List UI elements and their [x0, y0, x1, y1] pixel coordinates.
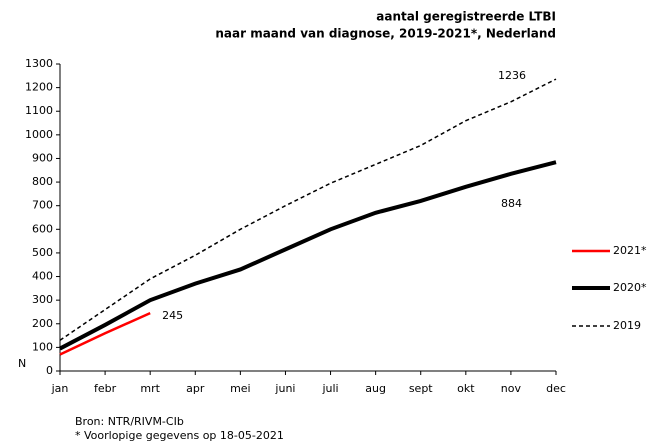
line-series	[59, 312, 151, 356]
chart-title: aantal geregistreerde LTBI	[376, 10, 556, 24]
y-tick-label: 0	[46, 364, 53, 377]
x-tick-label: nov	[501, 382, 522, 395]
x-tick-label: okt	[457, 382, 475, 395]
y-tick-label: 600	[32, 222, 53, 235]
legend-label: 2021*	[613, 244, 647, 257]
x-tick-label: mei	[230, 382, 251, 395]
x-tick-label: apr	[186, 382, 205, 395]
chart-title: naar maand van diagnose, 2019-2021*, Ned…	[215, 27, 556, 41]
y-tick-label: 300	[32, 293, 53, 306]
line-series	[59, 78, 557, 341]
value-label: 884	[501, 197, 522, 210]
x-tick-label: juni	[274, 382, 295, 395]
y-tick-label: 200	[32, 317, 53, 330]
legend-label: 2020*	[613, 281, 647, 294]
y-tick-label: 1100	[25, 104, 53, 117]
y-tick-label: 1200	[25, 81, 53, 94]
x-tick-label: jan	[51, 382, 69, 395]
y-tick-label: 1300	[25, 57, 53, 70]
y-tick-label: 400	[32, 270, 53, 283]
x-tick-label: juli	[321, 382, 338, 395]
x-tick-label: sept	[409, 382, 433, 395]
y-axis-label: N	[18, 357, 26, 370]
footnote: Bron: NTR/RIVM-CIb	[75, 415, 184, 428]
line-series	[59, 160, 557, 351]
y-tick-label: 100	[32, 340, 53, 353]
value-label: 1236	[498, 69, 526, 82]
y-tick-label: 700	[32, 199, 53, 212]
y-tick-label: 1000	[25, 128, 53, 141]
value-label: 245	[162, 309, 183, 322]
footnote: * Voorlopige gegevens op 18-05-2021	[75, 429, 284, 442]
x-tick-label: dec	[546, 382, 566, 395]
y-tick-label: 500	[32, 246, 53, 259]
legend-label: 2019	[613, 319, 641, 332]
y-tick-label: 800	[32, 175, 53, 188]
x-tick-label: aug	[365, 382, 386, 395]
y-tick-label: 900	[32, 151, 53, 164]
x-tick-label: mrt	[140, 382, 160, 395]
x-tick-label: febr	[94, 382, 117, 395]
